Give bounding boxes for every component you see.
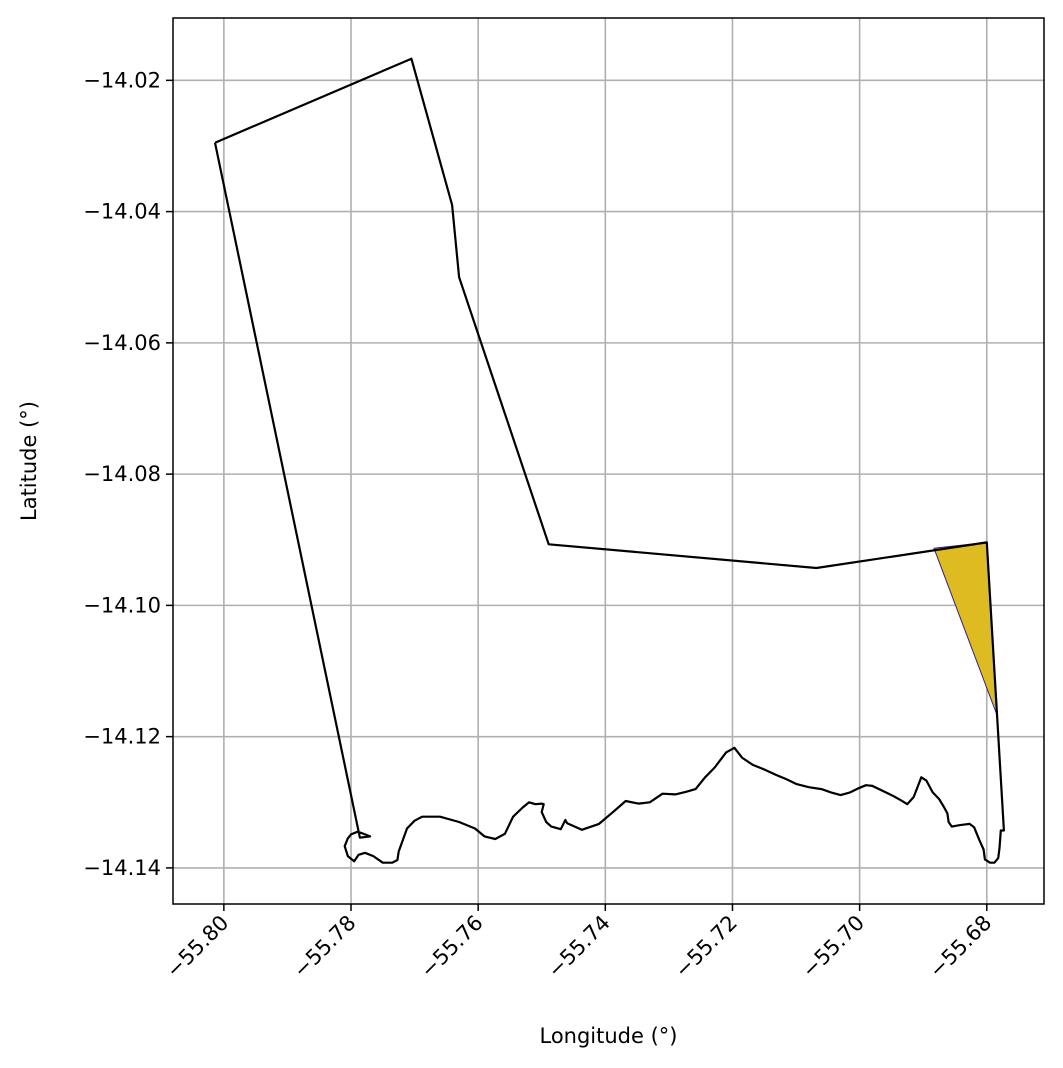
axes-frame [172, 17, 1045, 905]
map-layers [213, 57, 1006, 864]
y-tick-label: −14.14 [83, 856, 161, 880]
plot-area [172, 17, 1045, 905]
y-tick-label: −14.04 [83, 200, 161, 224]
region-boundary [213, 57, 1006, 864]
y-tick-label: −14.10 [83, 593, 161, 617]
y-axis-ticks: −14.02 −14.04 −14.06 −14.08 −14.10 −14.12 −14.… [83, 68, 173, 880]
x-axis-label: Longitude (°) [539, 1024, 677, 1048]
y-tick-label: −14.06 [83, 331, 161, 355]
axes-background [173, 18, 1044, 904]
y-tick-label: −14.02 [83, 68, 161, 92]
y-tick-label: −14.12 [83, 725, 161, 749]
y-tick-label: −14.08 [83, 462, 161, 486]
grid-lines [173, 18, 1044, 904]
y-axis-label: Latitude (°) [17, 401, 41, 521]
